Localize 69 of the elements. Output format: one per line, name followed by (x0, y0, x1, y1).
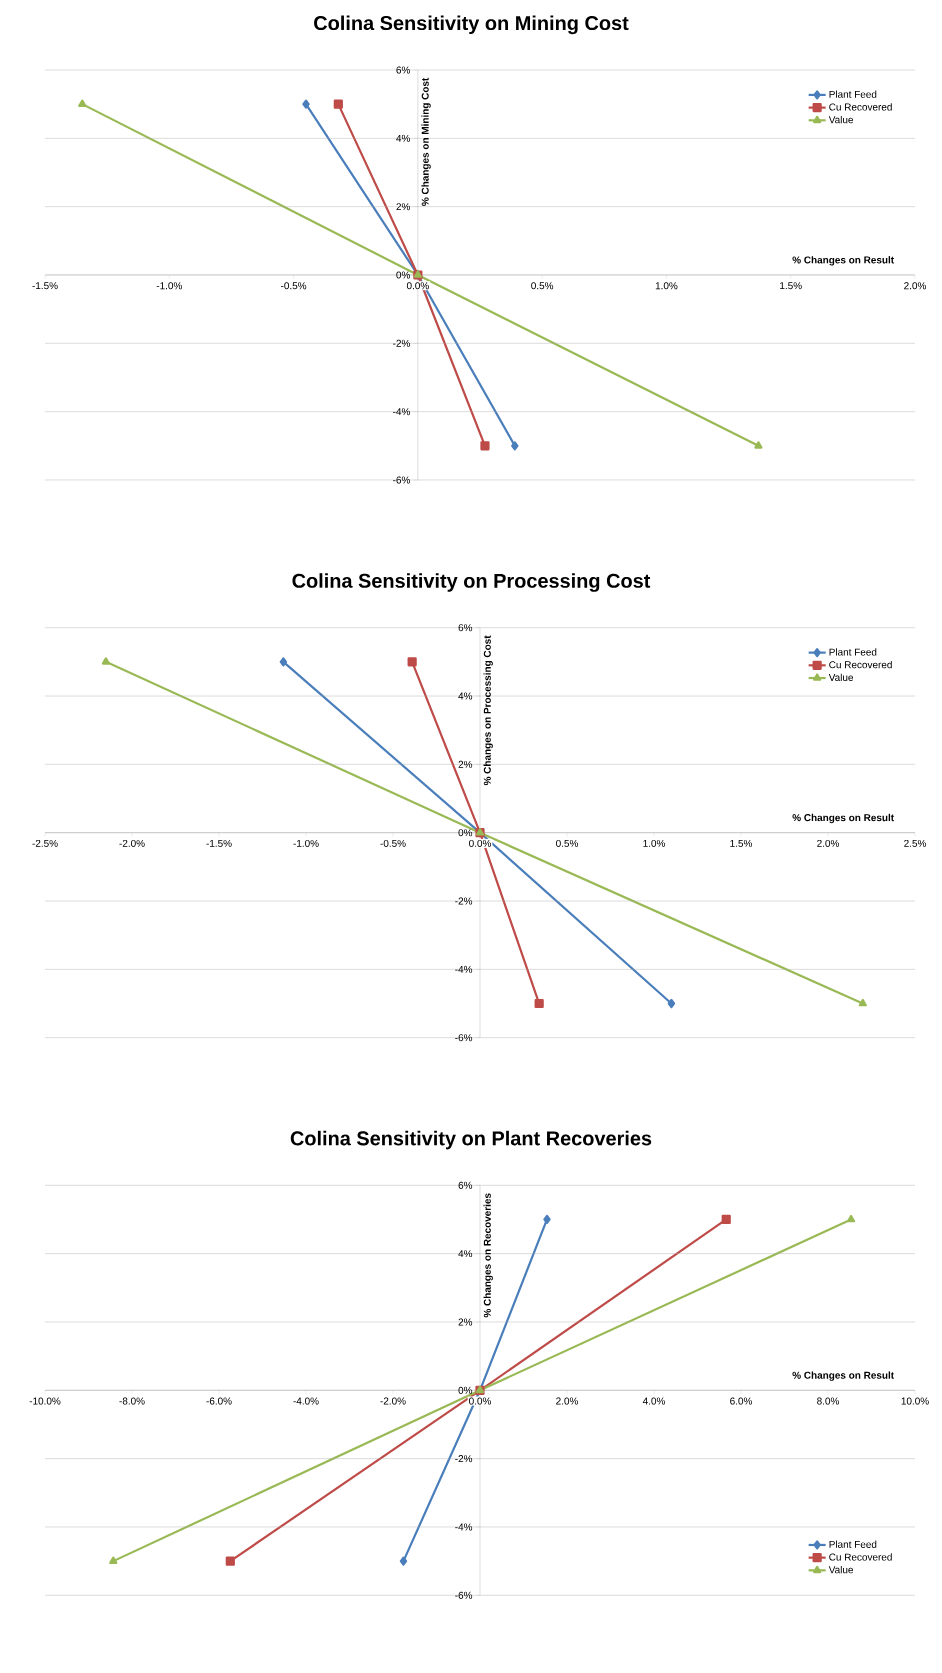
x-tick-label: -0.5% (281, 282, 307, 290)
x-tick-label: -10.0% (29, 1397, 61, 1405)
x-tick-label: 0.0% (406, 282, 429, 290)
legend-label: Plant Feed (829, 1540, 877, 1548)
chart-title: Colina Sensitivity on Plant Recoveries (290, 1130, 652, 1150)
legend-label: Value (828, 115, 854, 124)
y-tick-label: 4% (458, 1250, 473, 1258)
y-tick-label: -6% (393, 476, 410, 484)
x-tick-label: -4.0% (293, 1397, 319, 1405)
x-tick-label: -1.0% (293, 839, 319, 847)
y-tick-label: -2% (455, 897, 473, 905)
x-tick-label: 1.0% (655, 282, 678, 290)
y-tick-label: -4% (455, 965, 473, 973)
x-tick-label: -0.5% (380, 839, 406, 847)
y-tick-label: 2% (396, 203, 410, 211)
y-axis-title: % Changes on Mining Cost (421, 77, 431, 206)
y-tick-label: 4% (458, 692, 473, 700)
y-tick-label: 0% (458, 1386, 473, 1394)
y-tick-label: -4% (455, 1523, 473, 1531)
legend-label: Plant Feed (829, 648, 877, 656)
y-tick-label: -2% (455, 1455, 473, 1463)
y-axis-title: % Changes on Recoveries (483, 1193, 493, 1318)
x-tick-label: 0.0% (469, 839, 492, 847)
x-tick-label: -2.5% (32, 839, 58, 847)
x-tick-label: 2.5% (904, 839, 927, 847)
x-tick-label: -6.0% (206, 1397, 232, 1405)
y-tick-label: 6% (458, 624, 473, 632)
y-tick-label: 0% (458, 829, 473, 837)
x-tick-label: -1.5% (32, 282, 58, 290)
x-tick-label: -1.5% (206, 839, 232, 847)
legend-label: Cu Recovered (829, 1553, 892, 1561)
x-tick-label: 1.0% (643, 839, 666, 847)
x-tick-label: -2.0% (119, 839, 145, 847)
x-tick-label: 6.0% (730, 1397, 753, 1405)
y-tick-label: -6% (455, 1591, 473, 1599)
x-axis-title: % Changes on Result (792, 813, 894, 824)
chart-title: Colina Sensitivity on Processing Cost (292, 573, 651, 592)
legend-label: Cu Recovered (829, 103, 892, 111)
x-tick-label: 4.0% (642, 1397, 666, 1405)
x-axis-title: % Changes on Result (792, 1371, 894, 1381)
x-tick-label: -1.0% (156, 282, 182, 290)
x-tick-label: 2.0% (556, 1397, 579, 1405)
y-tick-label: 6% (396, 66, 410, 74)
x-tick-label: -2.0% (380, 1397, 406, 1405)
y-tick-label: -2% (393, 339, 410, 347)
y-tick-label: 4% (396, 134, 410, 142)
y-tick-label: 2% (458, 760, 473, 768)
x-tick-label: -8.0% (119, 1397, 145, 1405)
x-tick-label: 0.5% (556, 839, 579, 847)
y-tick-label: 6% (458, 1181, 473, 1189)
x-tick-label: 2.0% (904, 282, 927, 290)
x-tick-label: 1.5% (730, 839, 753, 847)
x-tick-label: 2.0% (817, 839, 840, 847)
chart-title: Colina Sensitivity on Mining Cost (314, 15, 629, 35)
legend-label: Plant Feed (829, 90, 877, 98)
y-tick-label: 0% (396, 271, 410, 279)
y-axis-title: % Changes on Processing Cost (483, 635, 493, 786)
y-tick-label: 2% (458, 1318, 473, 1326)
legend-label: Value (828, 1566, 854, 1574)
y-tick-label: -6% (455, 1034, 473, 1042)
legend-label: Cu Recovered (829, 660, 892, 669)
x-tick-label: 0.5% (531, 282, 554, 290)
legend-label: Value (828, 673, 854, 681)
y-tick-label: -4% (393, 408, 410, 416)
x-tick-label: 1.5% (780, 282, 802, 290)
x-tick-label: 10.0% (901, 1397, 929, 1405)
x-tick-label: 8.0% (817, 1397, 840, 1405)
x-tick-label: 0.0% (469, 1397, 492, 1405)
x-axis-title: % Changes on Result (792, 256, 894, 266)
